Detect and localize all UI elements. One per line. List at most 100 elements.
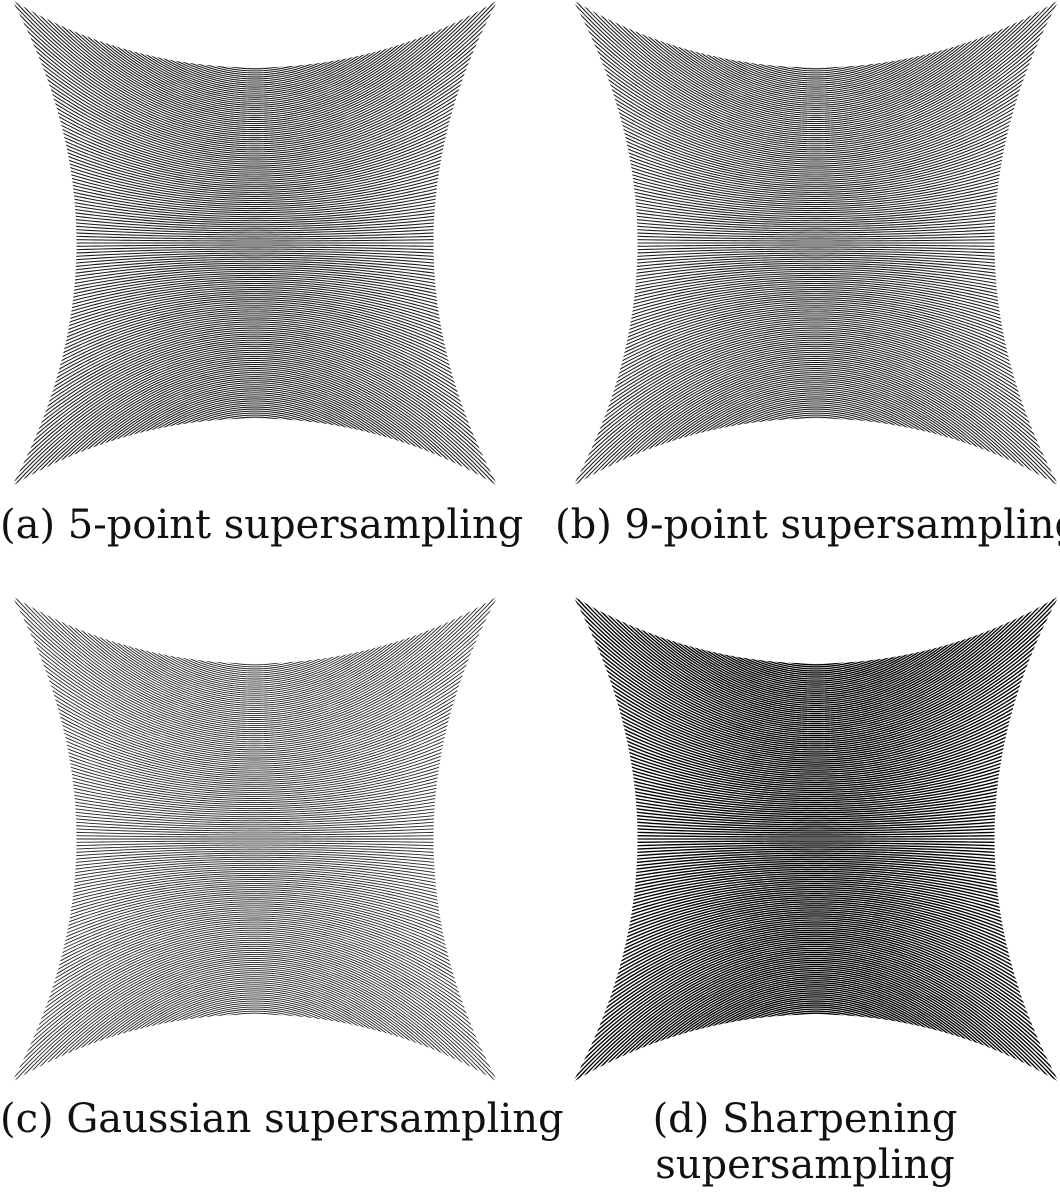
pattern-line (12, 477, 498, 486)
pattern-line (12, 406, 498, 486)
pattern-line (573, 978, 1059, 1082)
pattern-line (12, 2, 498, 135)
pattern-line (12, 0, 498, 84)
pattern-line (12, 848, 498, 862)
pattern-line (12, 469, 498, 486)
pattern-line (573, 939, 1059, 1063)
pattern-line (12, 596, 498, 639)
pattern-line (573, 596, 1059, 617)
pattern-line (573, 193, 1059, 222)
pattern-line (573, 0, 1059, 9)
pattern-line (12, 453, 498, 486)
pattern-line (12, 202, 498, 226)
pattern-line (12, 0, 498, 62)
pattern-line (12, 162, 498, 208)
pattern-line (12, 602, 498, 733)
pattern-line (573, 820, 1059, 832)
pattern-line (12, 6, 498, 137)
pattern-line (573, 291, 1059, 351)
pattern-line (12, 246, 498, 253)
pattern-line (12, 297, 498, 364)
pattern-line (573, 471, 1059, 486)
pattern-line (12, 660, 498, 759)
pattern-line (12, 420, 498, 486)
pattern-line (573, 1046, 1059, 1082)
pattern-line (12, 596, 498, 599)
pattern-line (12, 596, 498, 658)
pattern-line (12, 374, 498, 486)
pattern-line (12, 958, 498, 1082)
pattern-line (12, 611, 498, 737)
pattern-line (573, 355, 1059, 486)
pattern-line (12, 1075, 498, 1082)
pattern-line (573, 131, 1059, 193)
pattern-line (573, 254, 1059, 271)
pattern-line (12, 463, 498, 486)
pattern-line (573, 370, 1059, 486)
panel-gaussian-supersampling: (c) Gaussian supersampling (0, 590, 564, 1194)
pattern-line (12, 408, 498, 486)
pattern-line (12, 1077, 498, 1082)
pattern-line (573, 374, 1059, 486)
pattern-line (12, 596, 498, 615)
pattern-line (573, 852, 1059, 871)
pattern-line (573, 596, 1059, 613)
pattern-line (573, 483, 1059, 486)
pattern-line (573, 1079, 1059, 1082)
pattern-line (12, 864, 498, 898)
pattern-line (12, 771, 498, 810)
pattern-line (12, 682, 498, 769)
pattern-line (573, 42, 1059, 153)
pattern-line (573, 596, 1059, 711)
pattern-line (12, 99, 498, 179)
pattern-line (12, 10, 498, 139)
pattern-line (573, 246, 1059, 253)
pattern-line (573, 315, 1059, 404)
pattern-line (573, 99, 1059, 179)
pattern-line (573, 824, 1059, 834)
pattern-line (12, 319, 498, 413)
pattern-line (573, 86, 1059, 173)
pattern-line (12, 280, 498, 329)
pattern-line (12, 0, 498, 15)
pattern-line (573, 189, 1059, 220)
star-pattern-a (12, 0, 498, 486)
pattern-line (573, 0, 1059, 82)
pattern-line (12, 0, 498, 50)
pattern-line (573, 1028, 1059, 1082)
pattern-line (12, 345, 498, 471)
pattern-line (573, 416, 1059, 486)
pattern-line (12, 678, 498, 767)
pattern-line (12, 596, 498, 613)
pattern-line (573, 651, 1059, 755)
pattern-line (12, 858, 498, 884)
pattern-line (12, 1053, 498, 1082)
pattern-line (573, 596, 1059, 619)
pattern-line (573, 848, 1059, 862)
pattern-line (12, 785, 498, 816)
pattern-line (573, 0, 1059, 17)
pattern-line (573, 317, 1059, 409)
pattern-line (573, 0, 1059, 123)
pattern-line (12, 475, 498, 486)
pattern-line (12, 337, 498, 453)
pattern-line (12, 1024, 498, 1082)
pattern-line (12, 0, 498, 41)
pattern-line (573, 197, 1059, 224)
pattern-line (573, 258, 1059, 280)
pattern-line (12, 329, 498, 435)
pattern-line (12, 1067, 498, 1082)
pattern-line (573, 37, 1059, 151)
pattern-line (12, 432, 498, 486)
pattern-line (12, 780, 498, 814)
pattern-line (12, 250, 498, 262)
pattern-line (573, 915, 1059, 1009)
pattern-line (12, 740, 498, 795)
pattern-line (12, 596, 498, 688)
pattern-line (12, 655, 498, 757)
pattern-line (573, 278, 1059, 324)
pattern-line (573, 0, 1059, 76)
pattern-line (12, 0, 498, 58)
pattern-line (12, 465, 498, 486)
pattern-line (12, 909, 498, 996)
